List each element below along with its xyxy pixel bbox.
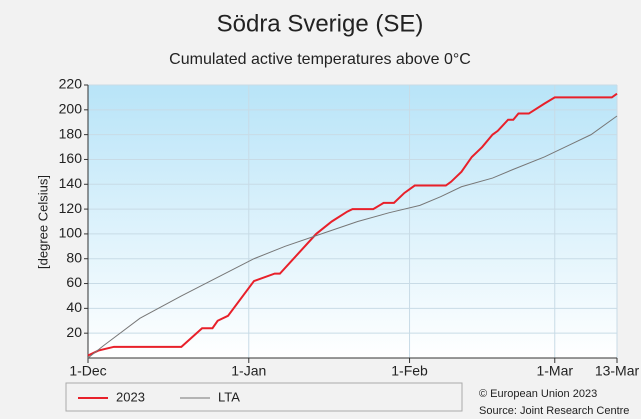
legend-label: 2023 bbox=[116, 389, 145, 404]
y-tick-label: 140 bbox=[59, 175, 83, 191]
y-tick-label: 80 bbox=[66, 249, 82, 265]
y-tick-label: 160 bbox=[59, 150, 83, 166]
x-tick-label: 1-Jan bbox=[231, 363, 266, 379]
y-tick-label: 20 bbox=[66, 324, 82, 340]
y-tick-label: 200 bbox=[59, 101, 83, 117]
footer-text: © European Union 2023 bbox=[479, 388, 597, 400]
plot-area bbox=[88, 85, 617, 358]
chart-subtitle: Cumulated active temperatures above 0°C bbox=[169, 51, 471, 68]
legend-label: LTA bbox=[218, 389, 240, 404]
y-tick-label: 220 bbox=[59, 76, 83, 92]
y-tick-label: 40 bbox=[66, 299, 82, 315]
y-tick-label: 60 bbox=[66, 274, 82, 290]
chart-title: Södra Sverige (SE) bbox=[217, 10, 424, 37]
footer-text: Source: Joint Research Centre bbox=[479, 405, 629, 417]
data-line bbox=[87, 115, 618, 359]
x-tick-label: 1-Dec bbox=[69, 363, 106, 379]
y-tick-label: 100 bbox=[59, 225, 83, 241]
x-tick-label: 13-Mar bbox=[595, 363, 640, 379]
y-tick-label: 180 bbox=[59, 125, 83, 141]
data-line bbox=[87, 92, 618, 357]
x-tick-label: 1-Feb bbox=[391, 363, 428, 379]
legend-box bbox=[65, 382, 463, 412]
y-tick-label: 120 bbox=[59, 200, 83, 216]
y-axis-label: [degree Celsius] bbox=[35, 175, 50, 269]
x-tick-label: 1-Mar bbox=[536, 363, 573, 379]
